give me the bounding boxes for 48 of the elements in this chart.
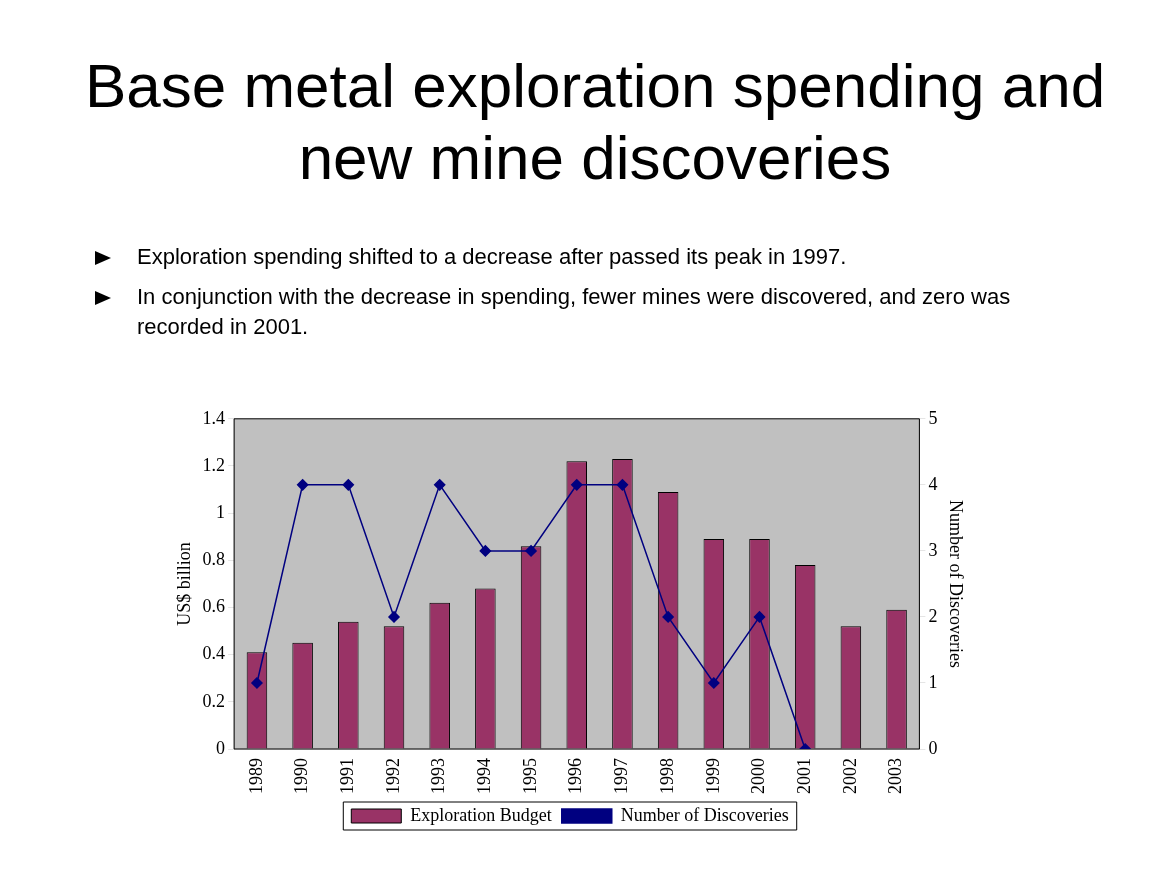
x-tick-label: 2002 [839, 758, 860, 794]
legend-label: Exploration Budget [410, 804, 552, 825]
y-tick-label: 0.4 [202, 643, 226, 664]
x-tick-label: 1991 [337, 758, 358, 794]
y2-tick-label: 5 [928, 407, 938, 428]
legend-label: Number of Discoveries [620, 804, 789, 825]
point [433, 479, 446, 491]
y2-tick-label: 4 [928, 473, 938, 494]
text: Exploration spending shifted to a decrease after passed its peak in 1997. [136, 243, 848, 271]
x-tick-label: 2001 [793, 758, 814, 794]
point [708, 677, 720, 689]
x-tick-label: 1992 [382, 758, 403, 794]
x-tick-label: 1989 [245, 758, 266, 794]
chart-title: Base metal exploration spending and new mine discoveries [83, 50, 1107, 194]
text: In conjunction with the decrease in spending, fewer mines were discovered, and zero was recorded in 2001. [136, 283, 1012, 341]
y-tick-label: 1.2 [202, 454, 226, 475]
y-tick-label: 1 [216, 501, 226, 522]
x-tick-label: 1993 [428, 758, 449, 794]
y2-axis-title: Number of Discoveries [946, 499, 967, 668]
x-tick-label: 2003 [885, 758, 906, 794]
point [251, 677, 263, 689]
point [296, 479, 309, 491]
y2-tick-label: 3 [928, 539, 938, 560]
y-tick-label: 0.6 [202, 596, 226, 617]
y2-tick-label: 2 [928, 605, 938, 626]
point [662, 611, 674, 623]
x-tick-label: 1994 [474, 758, 495, 794]
y-axis-title: US$ billion [173, 542, 194, 626]
y-tick-label: 1.4 [202, 407, 226, 428]
y-tick-label: 0 [216, 737, 226, 758]
x-tick-label: 1995 [519, 758, 540, 794]
point [616, 479, 629, 491]
point [342, 479, 355, 491]
x-tick-label: 1996 [565, 758, 586, 794]
x-tick-label: 1990 [291, 758, 312, 794]
y-tick-label: 0.8 [202, 549, 226, 570]
x-tick-label: 1998 [656, 758, 677, 794]
point [525, 545, 537, 557]
point [571, 479, 583, 491]
point [388, 611, 400, 623]
y-tick-label: 0.2 [202, 690, 226, 711]
x-tick-label: 1999 [702, 758, 723, 794]
y2-tick-label: 1 [928, 671, 938, 692]
y2-tick-label: 0 [928, 737, 938, 758]
x-tick-label: 2000 [748, 758, 769, 794]
point [479, 545, 492, 557]
point [753, 611, 766, 623]
x-tick-label: 1997 [611, 758, 632, 794]
